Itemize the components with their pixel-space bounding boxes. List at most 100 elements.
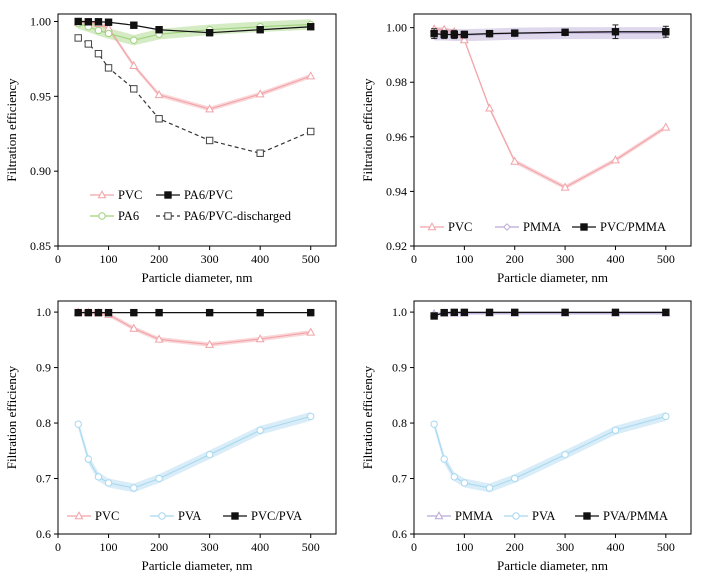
data-point-pa6-pvc-discharged — [256, 149, 264, 157]
data-point-pvc — [485, 103, 494, 112]
plot-frame — [413, 13, 692, 247]
legend-label-pvc-pva: PVC/PVA — [251, 509, 302, 523]
data-point-pva — [256, 426, 264, 434]
data-point-pvc-pva — [74, 308, 82, 317]
x-tick-label: 0 — [411, 252, 417, 266]
data-point-pvc-pmma — [430, 29, 438, 38]
x-tick-label: 500 — [302, 540, 320, 554]
x-tick-label: 300 — [201, 252, 219, 266]
x-tick-label: 0 — [55, 252, 61, 266]
series-band-pva — [434, 411, 666, 493]
y-tick-label: 0.8 — [36, 416, 51, 430]
x-tick-label: 100 — [455, 252, 473, 266]
legend-marker-pvc — [74, 511, 84, 520]
legend: PVC PMMA PVC/PMMA — [420, 220, 666, 234]
data-point-pa6-pvc-discharged — [307, 127, 315, 136]
data-point-pa6-pvc-discharged — [104, 64, 113, 72]
y-tick-label: 0.90 — [30, 164, 51, 178]
x-tick-label: 400 — [606, 540, 624, 554]
legend-label-pmma: PMMA — [523, 220, 561, 234]
plot-area — [73, 307, 316, 493]
series-band-pvc — [78, 310, 311, 347]
plot-frame — [57, 300, 337, 535]
legend-label-pa6: PA6 — [118, 209, 139, 223]
data-point-pva-pmma — [662, 308, 670, 317]
data-point-pa6-pvc-discharged — [74, 34, 82, 42]
data-point-pva — [662, 412, 670, 421]
legend-marker-pa6-pvc — [164, 191, 172, 199]
panel-top-right: 0 100 200 300 400 500 0.92 0.94 0.96 0.98 1.00 Part… — [360, 13, 692, 285]
x-tick-label: 200 — [150, 252, 168, 266]
y-tick-label: 0.6 — [36, 527, 51, 541]
plot-area — [73, 17, 316, 157]
y-tick-label: 0.7 — [392, 472, 407, 486]
data-point-pvc-pva — [130, 308, 138, 317]
y-tick-label: 0.9 — [392, 361, 407, 375]
series-band-pva — [78, 411, 311, 493]
legend-marker-pmma — [434, 511, 444, 520]
legend: PVC PVA PVC/PVA — [67, 509, 302, 523]
x-tick-label: 200 — [506, 252, 524, 266]
y-tick-label: 0.92 — [386, 239, 407, 253]
data-point-pva — [130, 484, 138, 492]
x-tick-label: 100 — [100, 252, 118, 266]
data-point-pvc — [205, 339, 215, 348]
x-axis-label: Particle diameter, nm — [497, 558, 608, 573]
data-point-pvc-pva — [205, 308, 214, 317]
y-tick-label: 0.9 — [36, 361, 51, 375]
data-point-pva — [485, 484, 494, 492]
data-point-pvc-pva — [155, 308, 163, 317]
plot-frame — [57, 13, 337, 247]
data-point-pa6-pvc — [74, 17, 82, 26]
y-tick-label: 0.96 — [386, 130, 407, 144]
data-point-pa6-pvc — [307, 23, 315, 31]
x-axis-label: Particle diameter, nm — [497, 270, 608, 285]
data-point-pvc — [510, 156, 520, 165]
y-tick-label: 1.0 — [392, 305, 407, 319]
y-tick-label: 0.94 — [386, 184, 407, 198]
data-point-pvc-pmma — [485, 29, 494, 38]
data-point-pvc-pva — [94, 308, 103, 317]
data-point-pvc — [205, 104, 215, 113]
legend-label-pmma: PMMA — [455, 509, 493, 523]
data-point-pva-pmma — [611, 308, 620, 317]
data-point-pvc-pva — [104, 308, 113, 317]
data-point-pa6-pvc-discharged — [84, 40, 93, 48]
legend: PVC PA6/PVC PA6 PA6/PVC-discharged — [90, 188, 292, 223]
legend-marker-pmma — [503, 223, 511, 231]
data-point-pvc — [255, 89, 265, 98]
y-tick-label: 1.00 — [386, 21, 407, 35]
data-point-pva — [611, 426, 620, 434]
legend-marker-pvc-pmma — [580, 223, 588, 231]
legend-marker-pvc-pva — [231, 512, 239, 520]
x-tick-label: 100 — [455, 540, 473, 554]
data-point-pa6-pvc — [130, 21, 138, 29]
data-point-pa6-pvc — [155, 26, 163, 34]
data-point-pva-pmma — [450, 308, 458, 317]
legend-label-pva: PVA — [532, 509, 555, 523]
data-point-pva-pmma — [430, 312, 438, 320]
y-tick-label: 0.98 — [386, 75, 407, 89]
legend-label-pvc: PVC — [95, 509, 119, 523]
x-tick-label: 0 — [411, 540, 417, 554]
data-point-pvc-pmma — [440, 30, 448, 39]
data-point-pvc — [154, 334, 164, 343]
x-tick-label: 500 — [657, 540, 675, 554]
legend-label-pva: PVA — [178, 509, 201, 523]
data-point-pva — [440, 455, 448, 463]
data-point-pa6 — [130, 36, 138, 44]
legend: PMMA PVA PVA/PMMA — [427, 509, 668, 523]
series-line-pa6-pvc-discharged — [77, 37, 311, 154]
y-axis-label: Filtration efficiency — [4, 78, 19, 182]
legend-marker-pa6 — [98, 212, 106, 220]
legend-marker-pa6-pvc-discharged — [164, 212, 172, 220]
x-tick-label: 400 — [606, 252, 624, 266]
x-axis-label: Particle diameter, nm — [141, 270, 252, 285]
x-tick-label: 500 — [302, 252, 320, 266]
y-tick-label: 0.7 — [36, 472, 51, 486]
x-tick-label: 100 — [100, 540, 118, 554]
legend-label-pvc: PVC — [448, 220, 472, 234]
data-point-pvc-pva — [84, 308, 93, 317]
panel-bottom-left: 0 100 200 300 400 500 0.6 0.7 0.8 0.9 1.0 Particle … — [4, 300, 337, 573]
